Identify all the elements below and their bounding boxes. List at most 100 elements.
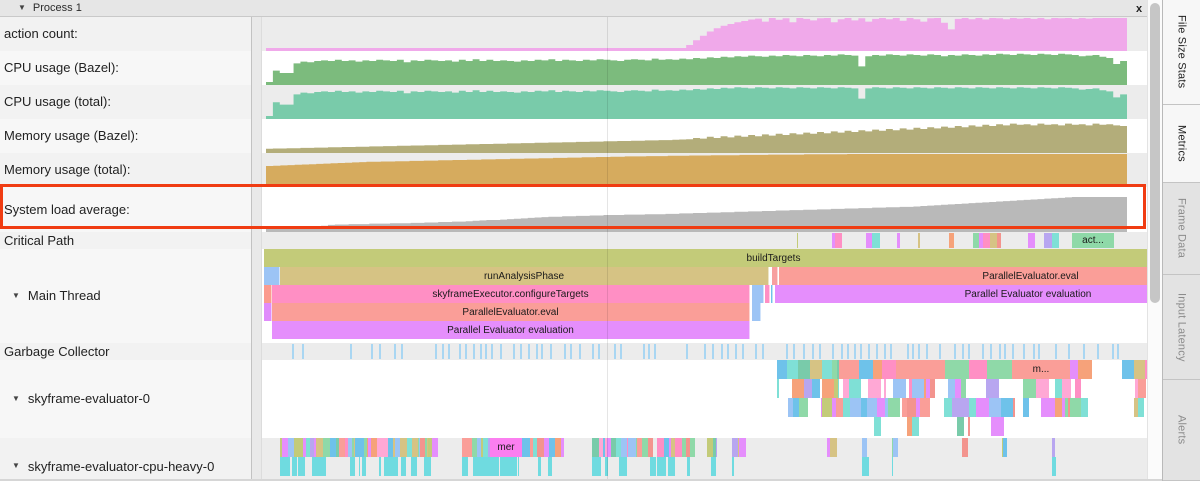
flame-slice[interactable] [738,438,739,457]
flame-slice[interactable] [407,438,412,457]
flame-slice[interactable] [424,457,431,476]
flame-slice[interactable] [896,360,918,379]
flame-slice[interactable] [481,438,483,457]
flame-slice[interactable] [969,360,987,379]
flame-slice[interactable] [533,438,537,457]
flame-slice[interactable] [481,457,484,476]
flame-slice[interactable] [874,417,881,436]
flame-slice[interactable] [592,438,599,457]
flame-slice[interactable] [432,438,438,457]
flame-slice[interactable] [837,360,839,379]
critical-path-slice[interactable] [918,233,920,248]
flame-slice[interactable] [882,360,896,379]
flame-slice[interactable] [852,379,861,398]
flame-slice[interactable] [621,438,627,457]
flame-slice[interactable] [916,398,920,417]
flame-slice[interactable] [367,438,368,457]
flame-slice[interactable] [462,438,467,457]
flame-slice[interactable] [682,438,686,457]
flame-slice[interactable] [912,417,919,436]
flame-slice[interactable] [621,457,627,476]
flame-slice[interactable] [473,457,475,476]
critical-path-slice[interactable] [983,233,990,248]
triangle-down-icon[interactable]: ▼ [18,3,26,12]
side-tab-file-size-stats[interactable]: File Size Stats [1163,0,1200,105]
track-label-garbage-collector[interactable]: Garbage Collector [0,343,251,360]
critical-path-slice[interactable] [897,233,900,248]
flame-slice[interactable] [822,360,832,379]
vertical-scrollbar-thumb[interactable] [1150,3,1160,303]
flame-slice[interactable] [377,438,383,457]
flame-slice[interactable] [920,398,930,417]
flame-slice[interactable] [892,457,893,476]
flame-slice[interactable] [1052,438,1055,457]
flame-slice[interactable] [616,438,621,457]
critical-path-slice[interactable] [1044,233,1052,248]
vertical-scrollbar[interactable] [1147,0,1162,481]
flame-slice[interactable] [483,438,488,457]
flame-slice[interactable] [350,457,354,476]
flame-slice[interactable] [605,457,608,476]
critical-path-slice[interactable] [973,233,979,248]
flame-slice[interactable] [323,438,330,457]
flame-slice[interactable] [687,457,690,476]
track-canvas-memory-usage-bazel[interactable] [262,119,1147,153]
flame-slice[interactable] [330,438,336,457]
track-label-main-thread[interactable]: ▼ Main Thread [0,249,251,343]
critical-path-slice[interactable] [797,233,798,248]
flame-slice[interactable] [514,457,516,476]
flame-slice[interactable] [401,457,406,476]
flame-slice[interactable] [792,379,804,398]
flame-slice[interactable] [1122,360,1134,379]
flame-slice[interactable] [500,457,505,476]
flame-slice[interactable] [671,438,675,457]
flame-slice[interactable] [298,457,305,476]
track-canvas-system-load-average[interactable] [262,187,1147,232]
flame-slice[interactable] [354,457,355,476]
flame-slice[interactable] [765,285,770,303]
flame-slice[interactable] [986,379,999,398]
flame-slice[interactable] [1062,398,1065,417]
flame-slice[interactable] [861,398,867,417]
track-label-skyframe-evaluator-0[interactable]: ▼ skyframe-evaluator-0 [0,360,251,438]
flame-slice[interactable] [716,438,717,457]
flame-slice[interactable] [348,438,352,457]
flame-slice[interactable] [1023,379,1036,398]
flame-slice[interactable] [798,360,810,379]
flame-slice[interactable] [787,360,798,379]
flame-slice[interactable] [1068,398,1070,417]
track-label-action-count[interactable]: action count: [0,17,251,51]
flame-slice[interactable] [713,438,716,457]
flame-slice-labeled[interactable]: m... [1012,360,1070,379]
track-canvas-cpu-usage-total[interactable] [262,85,1147,119]
track-canvas-skyframe-evaluator-cpu-heavy-0[interactable]: mer [262,438,1147,481]
flame-slice-labeled[interactable]: runAnalysisPhase [280,267,769,285]
flame-slice[interactable] [323,457,326,476]
flame-slice[interactable] [411,457,417,476]
flame-slice[interactable] [354,438,355,457]
flame-slice[interactable] [264,303,272,321]
flame-slice[interactable] [732,457,734,476]
flame-slice[interactable] [530,438,533,457]
flame-slice[interactable] [384,457,388,476]
flame-slice[interactable] [619,457,621,476]
flame-slice[interactable] [924,379,926,398]
flame-slice[interactable] [303,438,306,457]
critical-path-slice[interactable] [997,233,1001,248]
flame-slice[interactable] [525,438,530,457]
flame-slice[interactable] [467,438,472,457]
flame-slice[interactable] [810,360,824,379]
flame-slice[interactable] [1036,379,1049,398]
flame-slice[interactable] [1006,360,1012,379]
flame-slice[interactable] [812,379,816,398]
flame-slice[interactable] [739,438,746,457]
flame-slice[interactable] [314,438,316,457]
flame-slice[interactable] [930,379,935,398]
flame-slice[interactable] [873,360,882,379]
flame-slice[interactable] [1062,379,1071,398]
flame-slice[interactable] [1065,398,1068,417]
close-icon[interactable]: x [1135,3,1143,15]
flame-slice[interactable] [877,398,885,417]
track-label-memory-usage-bazel[interactable]: Memory usage (Bazel): [0,119,251,153]
track-label-system-load-average[interactable]: System load average: [0,187,251,232]
